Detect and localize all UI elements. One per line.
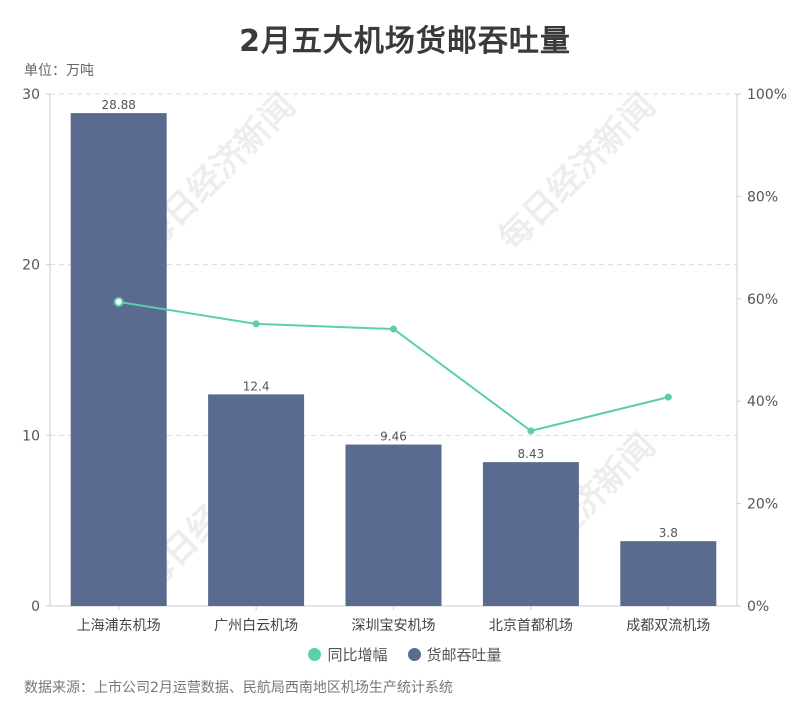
line-series [113,296,672,435]
legend-label: 货邮吞吐量 [426,646,502,664]
y2-axis-tick: 60% [747,292,778,308]
bar-value-label: 9.46 [380,430,407,444]
x-axis-label: 深圳宝安机场 [352,618,436,634]
line-point[interactable] [527,427,535,435]
bar[interactable] [345,444,442,606]
legend-item-throughput[interactable]: 货邮吞吐量 [407,644,502,665]
legend-item-growth[interactable]: 同比增幅 [308,644,388,665]
y2-axis-tick: 40% [747,394,778,410]
bar-value-label: 3.8 [659,526,678,540]
y2-axis-tick: 20% [747,497,778,513]
bar-value-label: 8.43 [518,447,545,461]
x-axis-label: 广州白云机场 [214,618,298,634]
y-axis-tick: 10 [22,428,40,444]
data-source: 数据来源：上市公司2月运营数据、民航局西南地区机场生产统计系统 [24,680,453,696]
bar[interactable] [482,462,579,606]
bar-value-label: 28.88 [102,98,136,112]
x-axis-label: 北京首都机场 [489,618,573,634]
y2-axis-tick: 0% [747,599,769,615]
y-axis-tick: 0 [31,599,40,615]
bar-series: 28.88 12.4 9.46 8.43 3.8 [70,98,717,606]
y-axis-tick: 20 [22,258,40,274]
bar[interactable] [208,394,305,606]
legend: 同比增幅 货邮吞吐量 [0,644,810,665]
legend-label: 同比增幅 [327,646,388,664]
line-point[interactable] [664,393,672,401]
gridlines [50,93,737,436]
x-axis-labels: 上海浦东机场 广州白云机场 深圳宝安机场 北京首都机场 成都双流机场 [77,618,711,634]
unit-label: 单位：万吨 [24,63,94,79]
x-axis-label: 上海浦东机场 [77,618,161,634]
line-point[interactable] [113,296,124,307]
legend-dot-icon [407,648,421,661]
x-axis-label: 成都双流机场 [626,618,710,634]
legend-dot-icon [308,648,322,661]
bar-value-label: 12.4 [243,379,270,393]
line-point[interactable] [390,325,397,333]
y2-axis-tick: 100% [747,87,787,103]
watermark-text: 每日经济新闻 [491,86,664,259]
bar[interactable] [70,113,167,606]
line-point[interactable] [252,320,260,328]
chart-title: 2月五大机场货邮吞吐量 [239,24,571,59]
y-axis-tick: 30 [22,87,40,103]
y2-axis-tick: 80% [747,189,778,205]
bar[interactable] [620,541,717,606]
